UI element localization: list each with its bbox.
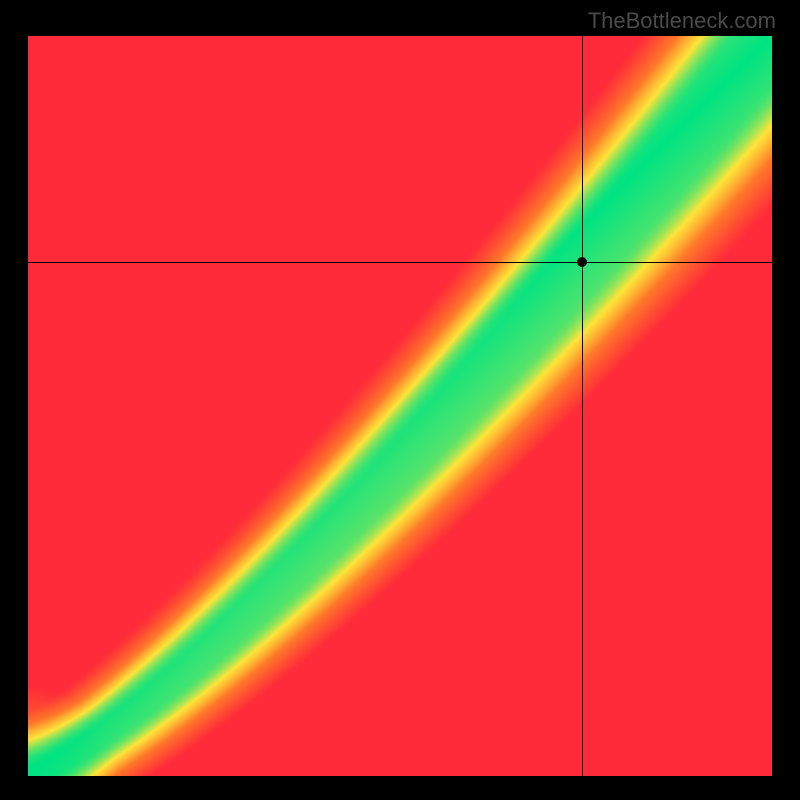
crosshair-point <box>577 257 587 267</box>
crosshair-vertical <box>582 36 583 776</box>
watermark-text: TheBottleneck.com <box>588 8 776 34</box>
heatmap-plot <box>28 36 772 776</box>
heatmap-canvas <box>28 36 772 776</box>
crosshair-horizontal <box>28 262 772 263</box>
